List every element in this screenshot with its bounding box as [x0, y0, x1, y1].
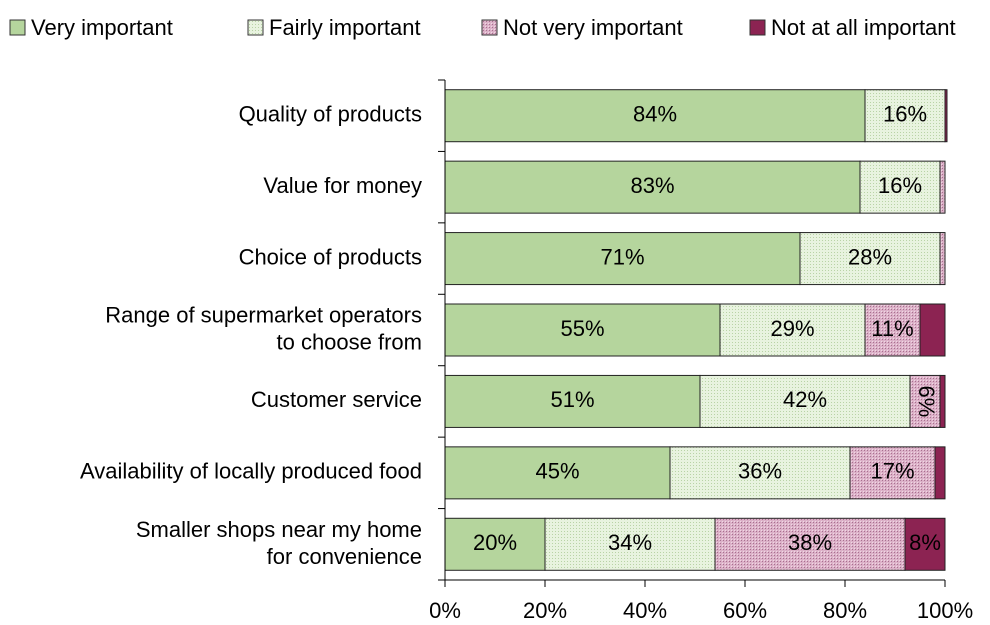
bar-segment [859, 160, 941, 214]
bar-segment [444, 89, 866, 143]
bar-segment [904, 517, 946, 571]
data-label: 42% [783, 387, 827, 412]
data-label: 29% [770, 316, 814, 341]
bar-segment [939, 374, 946, 428]
data-label: 34% [608, 530, 652, 555]
bar-segment [444, 374, 701, 428]
y-tick-label: Range of supermarket operators to choose … [105, 302, 422, 354]
y-tick-label: Availability of locally produced food [80, 459, 422, 484]
x-tick-label: 40% [623, 598, 667, 623]
bar-segment [714, 517, 906, 571]
x-tick-label: 80% [823, 598, 867, 623]
data-label: 6% [914, 386, 939, 418]
data-label: 71% [600, 244, 644, 269]
bar-segment [939, 232, 946, 286]
data-label: 17% [870, 459, 914, 484]
data-label: 55% [560, 316, 604, 341]
legend-label: Fairly important [269, 15, 421, 40]
bar-segment [719, 303, 866, 357]
x-tick-label: 60% [723, 598, 767, 623]
bar-segment [544, 517, 716, 571]
x-tick-label: 20% [523, 598, 567, 623]
legend-label: Very important [31, 15, 173, 40]
data-label: 38% [788, 530, 832, 555]
legend-label: Not at all important [771, 15, 956, 40]
bar-segment [444, 232, 801, 286]
bar-segment [864, 303, 921, 357]
data-label: 84% [633, 102, 677, 127]
data-label: 20% [473, 530, 517, 555]
x-tick-label: 100% [917, 598, 973, 623]
data-label: 28% [848, 244, 892, 269]
x-tick-label: 0% [429, 598, 461, 623]
bar-segment [934, 446, 946, 500]
data-label: 16% [883, 102, 927, 127]
data-label: 45% [535, 459, 579, 484]
bar-segment [799, 232, 941, 286]
bar-segment [444, 160, 861, 214]
y-tick-label: Choice of products [239, 244, 422, 269]
legend-swatch [481, 19, 498, 36]
legend-swatch [247, 19, 264, 36]
bar-segment [444, 303, 721, 357]
bar-segment [944, 89, 948, 143]
bar-segment [669, 446, 851, 500]
bar-segment [939, 160, 946, 214]
legend-swatch [749, 19, 766, 36]
y-tick-label: Smaller shops near my home for convenienc… [136, 517, 422, 569]
bar-segment [444, 446, 671, 500]
data-label: 51% [550, 387, 594, 412]
bar-segment [909, 374, 941, 428]
bar-segment [919, 303, 946, 357]
data-label: 36% [738, 459, 782, 484]
data-label: 11% [871, 316, 913, 341]
legend-swatch [9, 19, 26, 36]
y-tick-label: Customer service [251, 387, 422, 412]
y-tick-label: Value for money [263, 173, 422, 198]
bar-segment [864, 89, 946, 143]
data-label: 83% [630, 173, 674, 198]
y-tick-label: Quality of products [239, 102, 422, 127]
legend-label: Not very important [503, 15, 683, 40]
data-label: 16% [878, 173, 922, 198]
data-label: 8% [909, 530, 941, 555]
